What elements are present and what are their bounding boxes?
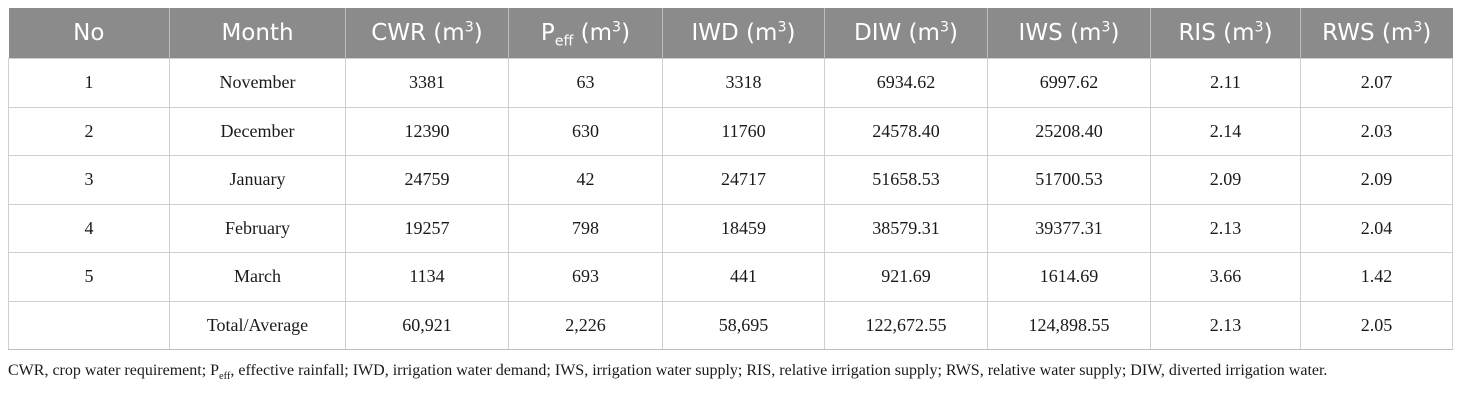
cell-peff: 2,226	[508, 300, 663, 350]
cell-rws: 2.04	[1300, 203, 1453, 253]
cell-month: Total/Average	[169, 300, 346, 350]
cell-diw: 122,672.55	[824, 300, 988, 350]
cell-iwd: 58,695	[662, 300, 825, 350]
cell-iwd: 3318	[662, 58, 825, 108]
table-row: 4 February 19257 798 18459 38579.31 3937…	[8, 203, 1453, 253]
table-footnote: CWR, crop water requirement; Peff, effec…	[8, 362, 1328, 383]
cell-ris: 2.13	[1150, 300, 1301, 350]
table-row: 1 November 3381 63 3318 6934.62 6997.62 …	[8, 58, 1453, 108]
header-no: No	[8, 8, 170, 59]
cell-iws: 25208.40	[987, 106, 1151, 156]
cell-rws: 1.42	[1300, 252, 1453, 302]
cell-rws: 2.09	[1300, 155, 1453, 205]
cell-peff: 42	[508, 155, 663, 205]
header-iws: IWS (m3)	[987, 8, 1151, 59]
cell-diw: 38579.31	[824, 203, 988, 253]
cell-rws: 2.07	[1300, 58, 1453, 108]
cell-peff: 63	[508, 58, 663, 108]
cell-rws: 2.05	[1300, 300, 1453, 350]
header-cwr: CWR (m3)	[345, 8, 509, 59]
header-peff: Peff (m3)	[508, 8, 663, 59]
header-ris: RIS (m3)	[1150, 8, 1301, 59]
cell-iws: 39377.31	[987, 203, 1151, 253]
cell-no: 2	[8, 106, 170, 156]
cell-month: January	[169, 155, 346, 205]
cell-iwd: 441	[662, 252, 825, 302]
header-rws: RWS (m3)	[1300, 8, 1453, 59]
cell-iwd: 11760	[662, 106, 825, 156]
cell-cwr: 60,921	[345, 300, 509, 350]
cell-peff: 630	[508, 106, 663, 156]
cell-ris: 3.66	[1150, 252, 1301, 302]
cell-peff: 798	[508, 203, 663, 253]
cell-cwr: 1134	[345, 252, 509, 302]
cell-ris: 2.09	[1150, 155, 1301, 205]
cell-no: 4	[8, 203, 170, 253]
table-row: 5 March 1134 693 441 921.69 1614.69 3.66…	[8, 252, 1453, 302]
header-diw: DIW (m3)	[824, 8, 988, 59]
cell-cwr: 3381	[345, 58, 509, 108]
cell-no	[8, 300, 170, 350]
cell-iws: 6997.62	[987, 58, 1151, 108]
cell-no: 5	[8, 252, 170, 302]
cell-cwr: 19257	[345, 203, 509, 253]
cell-month: February	[169, 203, 346, 253]
cell-cwr: 24759	[345, 155, 509, 205]
cell-iws: 51700.53	[987, 155, 1151, 205]
cell-peff: 693	[508, 252, 663, 302]
cell-ris: 2.14	[1150, 106, 1301, 156]
cell-cwr: 12390	[345, 106, 509, 156]
cell-diw: 51658.53	[824, 155, 988, 205]
table-container: No Month CWR (m3) Peff (m3) IWD (m3) DIW…	[8, 8, 1453, 383]
cell-diw: 24578.40	[824, 106, 988, 156]
cell-iwd: 24717	[662, 155, 825, 205]
cell-iws: 124,898.55	[987, 300, 1151, 350]
header-month: Month	[169, 8, 346, 59]
irrigation-table: No Month CWR (m3) Peff (m3) IWD (m3) DIW…	[8, 8, 1453, 350]
cell-iws: 1614.69	[987, 252, 1151, 302]
cell-month: November	[169, 58, 346, 108]
cell-no: 3	[8, 155, 170, 205]
cell-ris: 2.13	[1150, 203, 1301, 253]
cell-month: March	[169, 252, 346, 302]
header-iwd: IWD (m3)	[662, 8, 825, 59]
table-row: 2 December 12390 630 11760 24578.40 2520…	[8, 106, 1453, 156]
cell-diw: 921.69	[824, 252, 988, 302]
cell-ris: 2.11	[1150, 58, 1301, 108]
cell-diw: 6934.62	[824, 58, 988, 108]
total-row: Total/Average 60,921 2,226 58,695 122,67…	[8, 300, 1453, 350]
cell-no: 1	[8, 58, 170, 108]
table-row: 3 January 24759 42 24717 51658.53 51700.…	[8, 155, 1453, 205]
cell-iwd: 18459	[662, 203, 825, 253]
header-row: No Month CWR (m3) Peff (m3) IWD (m3) DIW…	[8, 8, 1453, 59]
cell-month: December	[169, 106, 346, 156]
cell-rws: 2.03	[1300, 106, 1453, 156]
